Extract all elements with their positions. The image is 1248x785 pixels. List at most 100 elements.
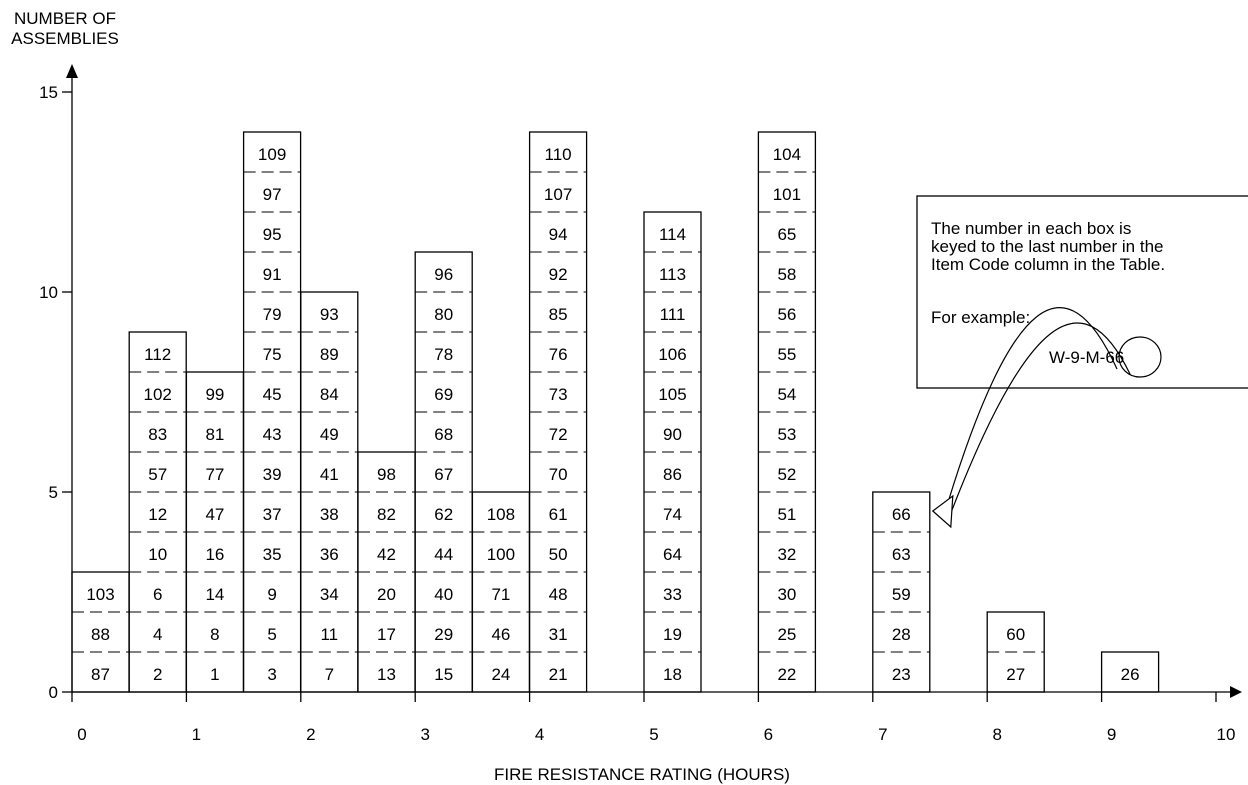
cell-label: 101 — [773, 185, 801, 204]
cell-label: 64 — [663, 545, 682, 564]
cell-label: 54 — [777, 385, 796, 404]
y-tick-label: 10 — [39, 283, 58, 302]
x-axis-arrowhead — [1230, 686, 1242, 698]
cell-label: 91 — [263, 265, 282, 284]
cell-label: 41 — [320, 465, 339, 484]
cell-label: 34 — [320, 585, 339, 604]
cell-label: 104 — [773, 145, 801, 164]
bar-stack: 27 60 — [986, 611, 1045, 693]
cell-label: 88 — [91, 625, 110, 644]
cell-label: 53 — [777, 425, 796, 444]
cell-label: 78 — [434, 345, 453, 364]
cell-label: 4 — [153, 625, 162, 644]
cell-label: 92 — [549, 265, 568, 284]
y-tick-label: 15 — [39, 83, 58, 102]
cell-label: 51 — [777, 505, 796, 524]
cell-label: 73 — [549, 385, 568, 404]
cell-label: 81 — [205, 425, 224, 444]
cell-label: 31 — [549, 625, 568, 644]
cell-label: 109 — [258, 145, 286, 164]
cell-label: 48 — [549, 585, 568, 604]
cell-label: 25 — [777, 625, 796, 644]
cell-label: 72 — [549, 425, 568, 444]
bar-stack: 87 88 103 — [71, 571, 130, 693]
highlight-circle — [1118, 336, 1162, 378]
cell-label: 110 — [545, 145, 572, 164]
cell-label: 90 — [663, 425, 682, 444]
cell-label: 71 — [491, 585, 510, 604]
cell-label: 114 — [659, 225, 686, 244]
cell-label: 108 — [487, 505, 515, 524]
cell-label: 26 — [1121, 665, 1140, 684]
cell-label: 35 — [263, 545, 282, 564]
cell-label: 68 — [434, 425, 453, 444]
cell-label: 105 — [658, 385, 686, 404]
bar-stack: 13 17 20 42 82 98 — [357, 451, 416, 693]
cell-label: 38 — [320, 505, 339, 524]
note-line: Item Code column in the Table. — [931, 255, 1165, 274]
cell-label: 10 — [148, 545, 167, 564]
cell-label: 2 — [153, 665, 162, 684]
cell-label: 94 — [549, 225, 568, 244]
cell-label: 19 — [663, 625, 682, 644]
note-box — [916, 195, 1248, 389]
cell-label: 86 — [663, 465, 682, 484]
cell-label: 23 — [892, 665, 911, 684]
cell-label: 11 — [320, 625, 338, 644]
cell-label: 7 — [325, 665, 334, 684]
cell-label: 29 — [434, 625, 453, 644]
note-example-code: W-9-M-66 — [1049, 348, 1124, 367]
bar-outline — [1100, 651, 1160, 693]
cell-label: 16 — [205, 545, 224, 564]
cell-label: 58 — [777, 265, 796, 284]
x-tick-label: 3 — [420, 725, 429, 744]
bar-outline — [414, 251, 473, 693]
cell-label: 67 — [434, 465, 453, 484]
cell-label: 33 — [663, 585, 682, 604]
cell-label: 40 — [434, 585, 453, 604]
cell-label: 87 — [91, 665, 110, 684]
cell-label: 36 — [320, 545, 339, 564]
cell-label: 22 — [777, 665, 796, 684]
cell-label: 44 — [434, 545, 453, 564]
x-tick-label: 6 — [764, 725, 773, 744]
cell-label: 74 — [663, 505, 682, 524]
cell-label: 13 — [377, 665, 396, 684]
note-line: keyed to the last number in the — [931, 237, 1163, 256]
cell-label: 52 — [777, 465, 796, 484]
cell-label: 89 — [320, 345, 339, 364]
bar-stack: 23 28 59 63 66 — [872, 491, 931, 693]
cell-label: 56 — [777, 305, 796, 324]
cell-label: 99 — [205, 385, 224, 404]
cell-label: 96 — [434, 265, 453, 284]
cell-label: 27 — [1006, 665, 1025, 684]
cell-label: 18 — [663, 665, 682, 684]
cell-label: 49 — [320, 425, 339, 444]
bar-stack: 1 8 14 16 47 77 81 99 — [185, 371, 245, 693]
x-tick-label: 8 — [992, 725, 1001, 744]
cell-label: 8 — [210, 625, 219, 644]
cell-label: 111 — [660, 305, 686, 324]
bar-stack: 24 46 71 100 108 — [471, 491, 531, 693]
cell-label: 98 — [377, 465, 396, 484]
cell-label: 55 — [777, 345, 796, 364]
x-tick-label: 5 — [649, 725, 658, 744]
bar-stack: 15 29 40 44 62 67 68 69 78 80 96 — [414, 251, 473, 693]
cell-label: 21 — [549, 665, 568, 684]
x-tick-label: 10 — [1217, 725, 1236, 744]
cell-label: 65 — [777, 225, 796, 244]
y-axis-label: NUMBER OF — [14, 9, 116, 28]
cell-label: 39 — [263, 465, 282, 484]
cell-label: 28 — [892, 625, 911, 644]
bar-stack: 18 19 33 64 74 86 90 105 106 111 113 114 — [643, 211, 702, 693]
cell-label: 3 — [267, 665, 276, 684]
bar-stack: 2 4 6 10 12 57 83 102 112 — [128, 331, 187, 693]
cell-label: 14 — [205, 585, 224, 604]
cell-label: 1 — [210, 665, 219, 684]
cell-label: 82 — [377, 505, 396, 524]
cell-label: 45 — [263, 385, 282, 404]
bar-stack: 21 31 48 50 61 70 72 73 76 85 92 94 107 110 — [528, 131, 588, 693]
